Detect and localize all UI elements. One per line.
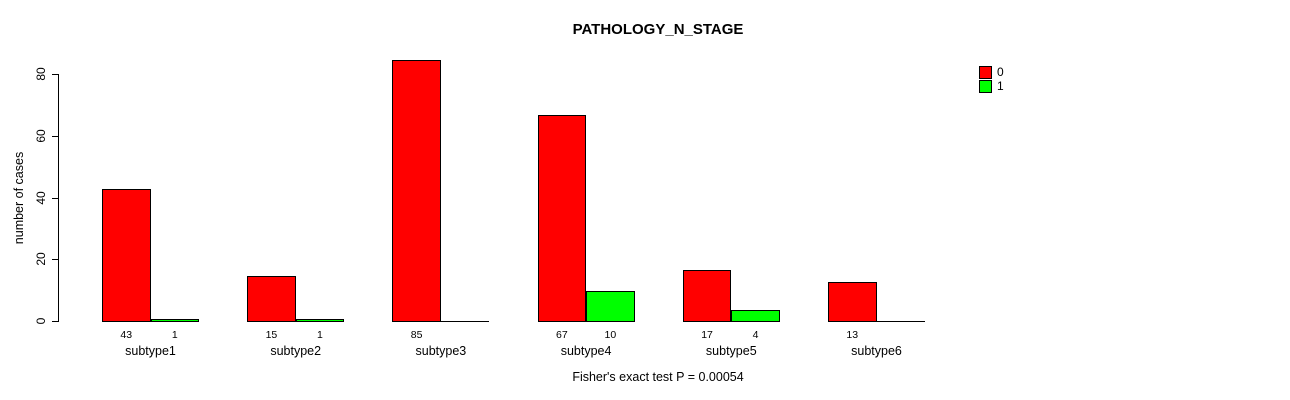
bar-0-subtype3 [392,60,441,322]
category-label: subtype2 [270,344,322,358]
bar-1-subtype4 [586,291,635,322]
bar-value-label: 1 [171,329,178,341]
legend-swatch [979,65,992,79]
bar-value-label: 43 [120,329,133,341]
legend-item: 1 [979,79,1004,93]
bar-value-label: 85 [410,329,423,341]
bar-value-label: 13 [846,329,859,341]
y-tick [52,136,59,137]
category-label: subtype3 [415,344,467,358]
bar-0-subtype1 [102,189,151,322]
y-tick-label: 0 [34,317,48,325]
bar-value-label: 1 [317,329,323,341]
y-tick-label: 60 [34,129,48,143]
group-baseline [392,321,490,322]
bar-value-label: 4 [752,329,759,341]
y-tick [52,321,59,322]
legend-label: 1 [997,79,1004,93]
y-tick-label: 80 [34,67,48,81]
y-tick-label: 20 [34,252,48,266]
bar-0-subtype5 [682,270,732,322]
y-tick [52,198,59,199]
bar-value-label: 15 [265,329,278,341]
bar-1-subtype1 [150,319,199,322]
chart-title: PATHOLOGY_N_STAGE [572,21,744,38]
bar-0-subtype4 [537,115,587,322]
category-label: subtype5 [705,344,757,358]
bar-value-label: 67 [556,329,568,341]
fishers-test-annotation: Fisher's exact test P = 0.00054 [572,370,744,384]
legend-swatch [979,79,992,93]
bar-value-label: 17 [701,329,713,341]
bar-0-subtype6 [828,282,877,322]
y-tick [52,259,59,260]
legend-item: 0 [979,65,1004,79]
category-label: subtype4 [560,344,612,358]
y-tick [52,74,59,75]
category-label: subtype6 [851,344,902,358]
bar-value-label: 10 [604,329,617,341]
y-axis-label: number of cases [12,151,26,245]
group-baseline [828,321,925,322]
y-tick-label: 40 [34,191,48,205]
bar-0-subtype2 [247,276,296,322]
bar-1-subtype2 [295,319,345,322]
category-label: subtype1 [125,344,176,358]
bar-1-subtype5 [731,310,780,322]
legend-label: 0 [997,65,1004,79]
